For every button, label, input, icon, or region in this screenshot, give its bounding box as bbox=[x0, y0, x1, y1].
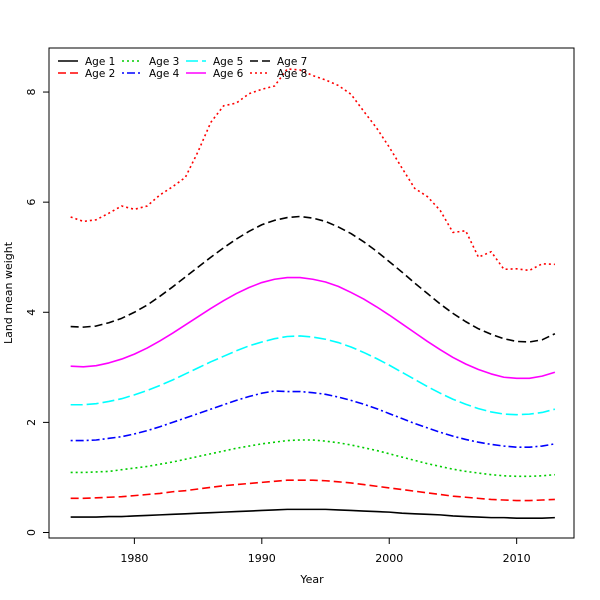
y-tick-label: 2 bbox=[25, 419, 38, 426]
x-tick-label: 1990 bbox=[248, 552, 276, 565]
x-tick-label: 1980 bbox=[120, 552, 148, 565]
series-line-1 bbox=[70, 508, 555, 519]
legend-label: Age 8 bbox=[277, 68, 307, 80]
y-tick-label: 0 bbox=[25, 529, 38, 536]
y-tick-label: 8 bbox=[25, 89, 38, 96]
series-lines bbox=[70, 68, 556, 519]
plot-frame bbox=[48, 47, 575, 539]
y-axis: 0 2 4 6 8 bbox=[25, 89, 49, 536]
series-line-6 bbox=[70, 276, 556, 380]
series-line-3 bbox=[70, 439, 555, 478]
x-axis-title: Year bbox=[299, 573, 324, 586]
y-tick-label: 4 bbox=[25, 309, 38, 316]
x-tick-label: 2010 bbox=[503, 552, 531, 565]
series-line-4 bbox=[70, 390, 556, 448]
legend-label: Age 3 bbox=[149, 56, 179, 68]
legend-label: Age 1 bbox=[85, 56, 115, 68]
legend-label: Age 2 bbox=[85, 68, 115, 80]
y-axis-title: Land mean weight bbox=[2, 241, 15, 344]
legend-label: Age 4 bbox=[149, 68, 180, 80]
y-tick-label: 6 bbox=[25, 199, 38, 206]
x-tick-label: 2000 bbox=[375, 552, 403, 565]
series-line-2 bbox=[70, 479, 555, 502]
series-line-5 bbox=[70, 335, 556, 416]
series-line-7 bbox=[70, 215, 556, 343]
x-axis: 1980 1990 2000 2010 bbox=[120, 538, 531, 565]
legend-label: Age 7 bbox=[277, 56, 307, 68]
legend-label: Age 5 bbox=[213, 56, 243, 68]
legend-label: Age 6 bbox=[213, 68, 244, 80]
